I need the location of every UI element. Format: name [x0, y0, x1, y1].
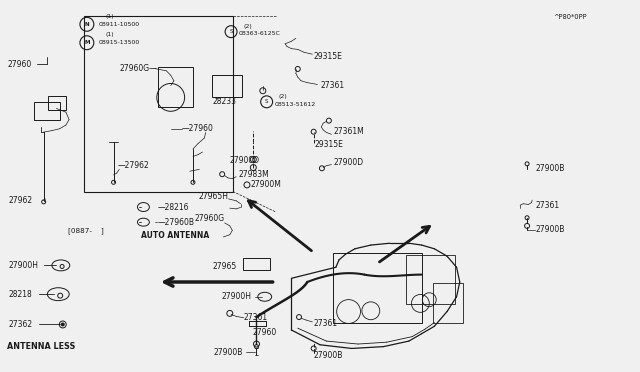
Text: 27960G: 27960G — [195, 214, 225, 223]
Text: 27960G—: 27960G— — [120, 64, 157, 73]
Text: 29315E: 29315E — [314, 52, 342, 61]
Text: 27361: 27361 — [314, 319, 338, 328]
Text: 27965H: 27965H — [198, 192, 228, 201]
Text: [0887-    ]: [0887- ] — [68, 227, 104, 234]
Text: 28218: 28218 — [9, 290, 33, 299]
Text: (2): (2) — [278, 94, 287, 99]
Bar — [433, 283, 463, 323]
Text: (2): (2) — [244, 24, 253, 29]
Bar — [48, 96, 66, 110]
Bar — [333, 253, 422, 323]
Text: N: N — [84, 22, 89, 27]
Text: 27900B: 27900B — [536, 164, 565, 173]
Text: 08513-51612: 08513-51612 — [275, 102, 316, 106]
Text: 27361: 27361 — [320, 81, 344, 90]
Text: 27965: 27965 — [212, 262, 236, 271]
Bar — [34, 102, 60, 119]
Text: 27361: 27361 — [536, 201, 560, 210]
Text: 08363-6125C: 08363-6125C — [239, 31, 280, 36]
Text: —27960: —27960 — [182, 124, 213, 133]
Text: 27900D: 27900D — [334, 157, 364, 167]
Text: 08915-13500: 08915-13500 — [99, 40, 140, 45]
Text: 27900B: 27900B — [536, 225, 565, 234]
Text: —27962: —27962 — [118, 161, 150, 170]
Text: 28233: 28233 — [212, 97, 236, 106]
Circle shape — [61, 323, 64, 326]
Text: 27900H: 27900H — [221, 292, 252, 301]
Bar — [406, 254, 456, 304]
Text: 27362: 27362 — [9, 320, 33, 329]
Text: 27900B: 27900B — [314, 350, 343, 360]
Text: 27900B: 27900B — [213, 348, 243, 357]
Text: 27361M: 27361M — [334, 127, 365, 136]
Text: (1): (1) — [106, 14, 115, 19]
Text: M: M — [84, 40, 90, 45]
Text: 29315E: 29315E — [315, 140, 344, 149]
Text: S: S — [229, 29, 233, 34]
Text: 27900M: 27900M — [250, 180, 281, 189]
Text: ^P80*0PP: ^P80*0PP — [554, 14, 588, 20]
Text: —28216: —28216 — [157, 202, 189, 212]
Text: AUTO ANTENNA: AUTO ANTENNA — [141, 231, 209, 240]
Bar — [212, 75, 242, 97]
Text: 27983M: 27983M — [239, 170, 269, 179]
Text: (1): (1) — [106, 32, 115, 37]
Text: 27900D: 27900D — [230, 156, 260, 166]
Text: 27960: 27960 — [252, 328, 276, 337]
Text: S: S — [265, 99, 268, 104]
Text: —27960B: —27960B — [157, 218, 195, 227]
Text: ANTENNA LESS: ANTENNA LESS — [8, 342, 76, 351]
Text: 27962: 27962 — [9, 196, 33, 205]
Text: 27361: 27361 — [244, 313, 268, 322]
Text: 27960: 27960 — [8, 60, 32, 69]
Bar — [84, 16, 233, 192]
Bar — [158, 67, 193, 107]
Bar — [243, 258, 270, 270]
Text: 27900H: 27900H — [9, 261, 39, 270]
Text: 08911-10500: 08911-10500 — [99, 22, 140, 27]
